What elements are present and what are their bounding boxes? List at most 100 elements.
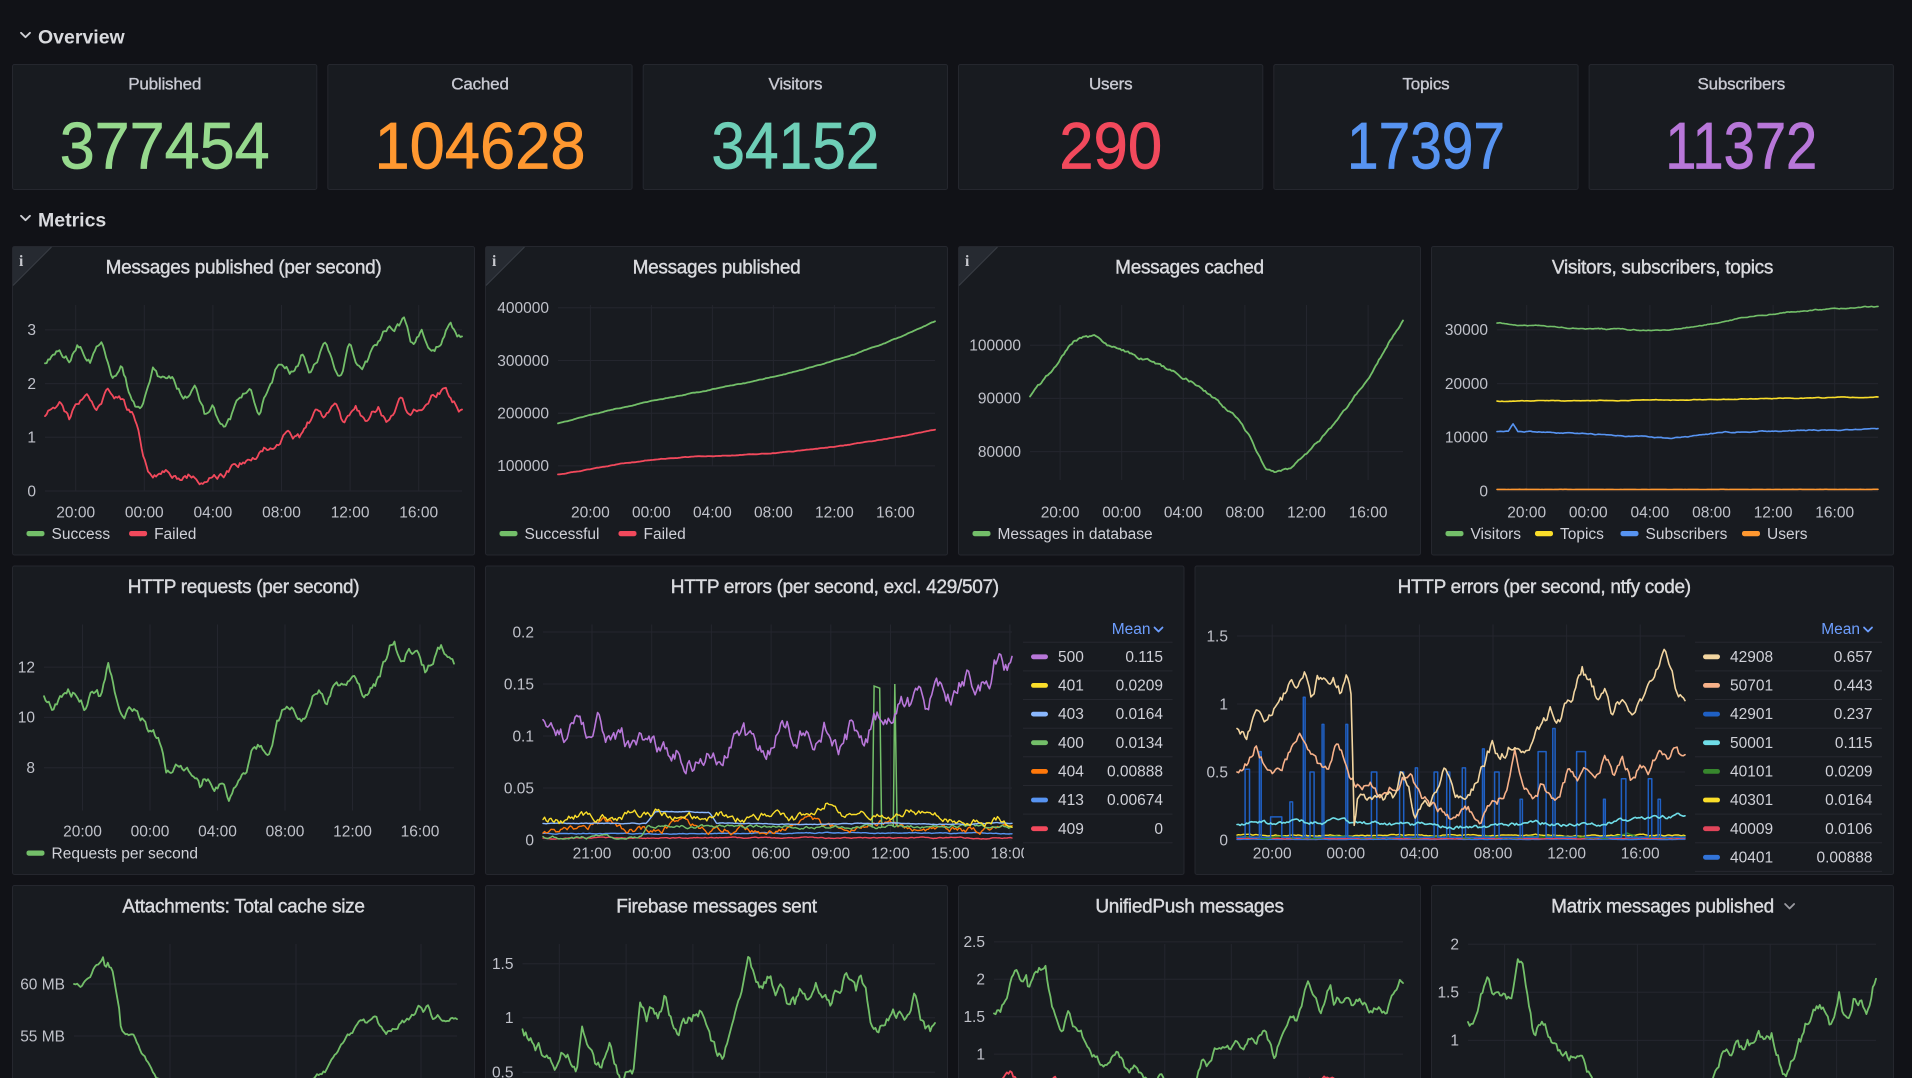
svg-text:0: 0 (525, 832, 534, 849)
svg-text:06:00: 06:00 (752, 846, 791, 863)
svg-text:Messages in database: Messages in database (998, 526, 1153, 543)
svg-text:1.5: 1.5 (963, 1009, 985, 1026)
svg-text:Overview: Overview (38, 27, 126, 49)
svg-text:16:00: 16:00 (401, 824, 440, 841)
svg-text:50001: 50001 (1730, 735, 1773, 752)
svg-text:08:00: 08:00 (266, 824, 305, 841)
svg-text:Visitors: Visitors (768, 75, 822, 94)
svg-text:40401: 40401 (1730, 849, 1773, 866)
svg-text:08:00: 08:00 (1474, 846, 1513, 863)
svg-text:0: 0 (1219, 832, 1228, 849)
svg-text:0.657: 0.657 (1834, 649, 1873, 666)
svg-text:20000: 20000 (1445, 376, 1488, 393)
svg-text:0.00888: 0.00888 (1816, 849, 1872, 866)
svg-text:Subscribers: Subscribers (1698, 75, 1786, 94)
svg-text:Requests per second: Requests per second (52, 845, 198, 862)
svg-text:403: 403 (1058, 706, 1084, 723)
svg-text:Topics: Topics (1560, 526, 1604, 543)
svg-text:12:00: 12:00 (333, 824, 372, 841)
svg-text:i: i (19, 253, 24, 270)
svg-text:Published: Published (128, 75, 201, 94)
svg-text:Mean: Mean (1821, 621, 1860, 638)
svg-text:08:00: 08:00 (262, 505, 301, 522)
svg-text:08:00: 08:00 (754, 505, 793, 522)
svg-text:400000: 400000 (497, 300, 549, 317)
svg-text:00:00: 00:00 (1102, 505, 1141, 522)
svg-text:0.443: 0.443 (1834, 678, 1873, 695)
svg-text:16:00: 16:00 (1621, 846, 1660, 863)
svg-text:0.0164: 0.0164 (1825, 792, 1873, 809)
svg-text:Topics: Topics (1403, 75, 1450, 94)
svg-text:0.115: 0.115 (1835, 735, 1873, 752)
svg-text:1.5: 1.5 (1206, 628, 1228, 645)
svg-text:100000: 100000 (497, 458, 549, 475)
svg-text:12:00: 12:00 (1754, 505, 1793, 522)
svg-text:Success: Success (52, 526, 111, 543)
svg-text:Visitors: Visitors (1471, 526, 1522, 543)
svg-text:Messages cached: Messages cached (1115, 257, 1264, 278)
svg-text:00:00: 00:00 (632, 505, 671, 522)
svg-text:377454: 377454 (60, 109, 270, 183)
svg-text:Users: Users (1767, 526, 1808, 543)
svg-text:Attachments: Total cache size: Attachments: Total cache size (122, 896, 364, 917)
svg-text:09:00: 09:00 (811, 846, 850, 863)
svg-text:60 MB: 60 MB (20, 976, 65, 993)
svg-text:10: 10 (18, 710, 36, 727)
svg-text:3: 3 (27, 322, 36, 339)
svg-text:400: 400 (1058, 735, 1084, 752)
svg-text:Mean: Mean (1112, 621, 1151, 638)
svg-text:12:00: 12:00 (331, 505, 370, 522)
svg-text:1: 1 (505, 1010, 514, 1027)
svg-text:Matrix messages published: Matrix messages published (1551, 896, 1774, 917)
svg-text:0.2: 0.2 (512, 624, 534, 641)
svg-text:Subscribers: Subscribers (1646, 526, 1728, 543)
svg-text:1: 1 (1219, 696, 1228, 713)
svg-text:Messages published: Messages published (633, 257, 801, 278)
svg-text:2: 2 (1450, 937, 1459, 954)
svg-text:2.5: 2.5 (963, 934, 985, 951)
svg-text:0.0164: 0.0164 (1116, 706, 1164, 723)
svg-text:HTTP errors (per second, ntfy: HTTP errors (per second, ntfy code) (1398, 577, 1691, 598)
svg-text:12:00: 12:00 (1287, 505, 1326, 522)
svg-text:Visitors, subscribers, topics: Visitors, subscribers, topics (1552, 257, 1773, 278)
svg-text:200000: 200000 (497, 406, 549, 423)
svg-text:0.05: 0.05 (504, 780, 534, 797)
svg-text:Firebase messages sent: Firebase messages sent (616, 896, 817, 917)
svg-text:409: 409 (1058, 821, 1084, 838)
svg-text:04:00: 04:00 (194, 505, 233, 522)
svg-text:04:00: 04:00 (1400, 846, 1439, 863)
svg-text:0.1: 0.1 (512, 728, 534, 745)
svg-text:Metrics: Metrics (38, 210, 106, 232)
svg-text:10000: 10000 (1445, 430, 1488, 447)
svg-text:1: 1 (976, 1046, 985, 1063)
svg-text:50701: 50701 (1730, 678, 1773, 695)
svg-text:40101: 40101 (1730, 764, 1773, 781)
svg-text:300000: 300000 (497, 353, 549, 370)
svg-text:Users: Users (1089, 75, 1132, 94)
svg-text:00:00: 00:00 (131, 824, 170, 841)
svg-text:20:00: 20:00 (56, 505, 95, 522)
svg-text:Cached: Cached (451, 75, 508, 94)
svg-text:00:00: 00:00 (1569, 505, 1608, 522)
svg-text:04:00: 04:00 (1164, 505, 1203, 522)
svg-text:0.5: 0.5 (1206, 764, 1228, 781)
svg-text:04:00: 04:00 (693, 505, 732, 522)
svg-text:20:00: 20:00 (1507, 505, 1546, 522)
svg-text:401: 401 (1058, 678, 1084, 695)
svg-text:34152: 34152 (711, 109, 879, 183)
svg-text:20:00: 20:00 (1253, 846, 1292, 863)
svg-text:0.115: 0.115 (1125, 649, 1163, 666)
svg-text:04:00: 04:00 (1631, 505, 1670, 522)
svg-text:16:00: 16:00 (399, 505, 438, 522)
svg-text:55 MB: 55 MB (20, 1028, 65, 1045)
svg-text:12:00: 12:00 (1547, 846, 1586, 863)
svg-text:12:00: 12:00 (815, 505, 854, 522)
svg-text:HTTP requests (per second): HTTP requests (per second) (128, 577, 360, 598)
svg-text:12: 12 (18, 659, 35, 676)
svg-text:42901: 42901 (1730, 706, 1773, 723)
svg-text:i: i (965, 253, 970, 270)
svg-text:30000: 30000 (1445, 322, 1488, 339)
svg-text:03:00: 03:00 (692, 846, 731, 863)
svg-text:8: 8 (26, 760, 35, 777)
svg-text:16:00: 16:00 (1349, 505, 1388, 522)
